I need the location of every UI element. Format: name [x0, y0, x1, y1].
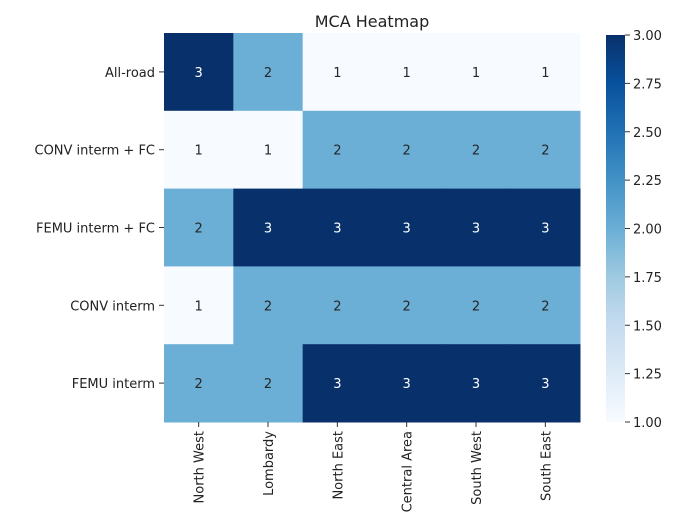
- row-label: CONV interm: [70, 299, 155, 314]
- cell-value-label: 3: [264, 222, 272, 237]
- heatmap-cell: [510, 188, 581, 267]
- cell-value-label: 2: [403, 299, 411, 314]
- row-label: All-road: [105, 66, 155, 81]
- heatmap-cell: [164, 33, 234, 112]
- heatmap-cell: [441, 33, 512, 112]
- colorbar-tick-label: 1.25: [633, 368, 662, 383]
- cell-value-label: 3: [403, 377, 411, 392]
- cell-value-label: 2: [195, 377, 203, 392]
- colorbar-tick-label: 1.00: [633, 416, 662, 431]
- heatmap-cell: [164, 110, 234, 190]
- column-label: North East: [331, 431, 346, 500]
- heatmap-cell: [441, 266, 512, 345]
- heatmap-cell: [441, 188, 512, 267]
- cell-value-label: 2: [541, 299, 549, 314]
- heatmap-cell: [510, 344, 581, 423]
- cell-value-label: 2: [333, 299, 341, 314]
- heatmap-cell: [372, 33, 442, 112]
- cell-value-label: 1: [264, 144, 272, 159]
- colorbar-tick-label: 2.50: [633, 126, 662, 141]
- heatmap-cell: [164, 188, 234, 267]
- heatmap-cell: [441, 110, 512, 190]
- colorbar-tick-label: 2.00: [633, 223, 662, 238]
- cell-value-label: 3: [403, 222, 411, 237]
- heatmap-cell: [372, 110, 442, 190]
- cell-value-label: 3: [472, 377, 480, 392]
- cell-value-label: 3: [333, 222, 341, 237]
- heatmap-cell: [233, 188, 304, 267]
- heatmap-cell: [510, 33, 581, 112]
- cell-value-label: 1: [541, 66, 549, 81]
- heatmap-cell: [510, 110, 581, 190]
- row-label: FEMU interm + FC: [36, 222, 155, 237]
- column-label: Central Area: [401, 431, 416, 512]
- colorbar-tick-label: 2.75: [633, 77, 662, 92]
- cell-value-label: 1: [195, 144, 203, 159]
- column-labels: North West Lombardy North East Central Area…: [193, 422, 554, 512]
- column-label: North West: [193, 431, 208, 503]
- colorbar-gradient: [606, 35, 625, 422]
- column-label: South East: [539, 431, 554, 501]
- row-labels: All-road CONV interm + FC FEMU interm + FC…: [35, 66, 164, 392]
- heatmap-cell: [372, 188, 442, 267]
- cell-value-label: 3: [333, 377, 341, 392]
- colorbar-tick-label: 2.25: [633, 174, 662, 189]
- colorbar-tick-label: 1.75: [633, 271, 662, 286]
- cell-value-label: 2: [333, 144, 341, 159]
- cell-value-label: 1: [195, 299, 203, 314]
- cell-value-label: 3: [195, 66, 203, 81]
- colorbar: 1.00 1.25 1.50 1.75 2.00 2.25 2.50 2.75 3.00: [606, 29, 662, 431]
- heatmap-cell: [302, 266, 373, 345]
- cell-value-label: 2: [195, 222, 203, 237]
- heatmap-cell: [510, 266, 581, 345]
- heatmap-cells: 3 2 1 1 1 1 1 1 2 2 2 2 2 3 3 3 3 3 1 2 2 2 2 2 2 2 3 3 3 3: [164, 33, 581, 423]
- cell-value-label: 2: [264, 377, 272, 392]
- heatmap-cell: [233, 344, 304, 423]
- heatmap-cell: [164, 344, 234, 423]
- cell-value-label: 3: [541, 377, 549, 392]
- row-label: CONV interm + FC: [35, 144, 156, 159]
- heatmap-cell: [233, 110, 304, 190]
- heatmap-cell: [302, 344, 373, 423]
- cell-value-label: 2: [264, 66, 272, 81]
- chart-title: MCA Heatmap: [315, 12, 430, 31]
- column-label: South West: [470, 431, 485, 505]
- cell-value-label: 1: [403, 66, 411, 81]
- heatmap-cell: [302, 110, 373, 190]
- cell-value-label: 3: [472, 222, 480, 237]
- heatmap-cell: [164, 266, 234, 345]
- cell-value-label: 2: [472, 144, 480, 159]
- cell-value-label: 2: [264, 299, 272, 314]
- cell-value-label: 3: [541, 222, 549, 237]
- heatmap-cell: [441, 344, 512, 423]
- colorbar-tick-label: 1.50: [633, 319, 662, 334]
- heatmap-cell: [302, 188, 373, 267]
- heatmap-cell: [233, 266, 304, 345]
- column-label: Lombardy: [262, 431, 277, 496]
- heatmap-cell: [372, 266, 442, 345]
- heatmap-cell: [372, 344, 442, 423]
- cell-value-label: 2: [472, 299, 480, 314]
- cell-value-label: 1: [333, 66, 341, 81]
- heatmap-cell: [302, 33, 373, 112]
- cell-value-label: 1: [472, 66, 480, 81]
- heatmap-cell: [233, 33, 304, 112]
- row-label: FEMU interm: [72, 377, 155, 392]
- colorbar-tick-label: 3.00: [633, 29, 662, 44]
- cell-value-label: 2: [403, 144, 411, 159]
- cell-value-label: 2: [541, 144, 549, 159]
